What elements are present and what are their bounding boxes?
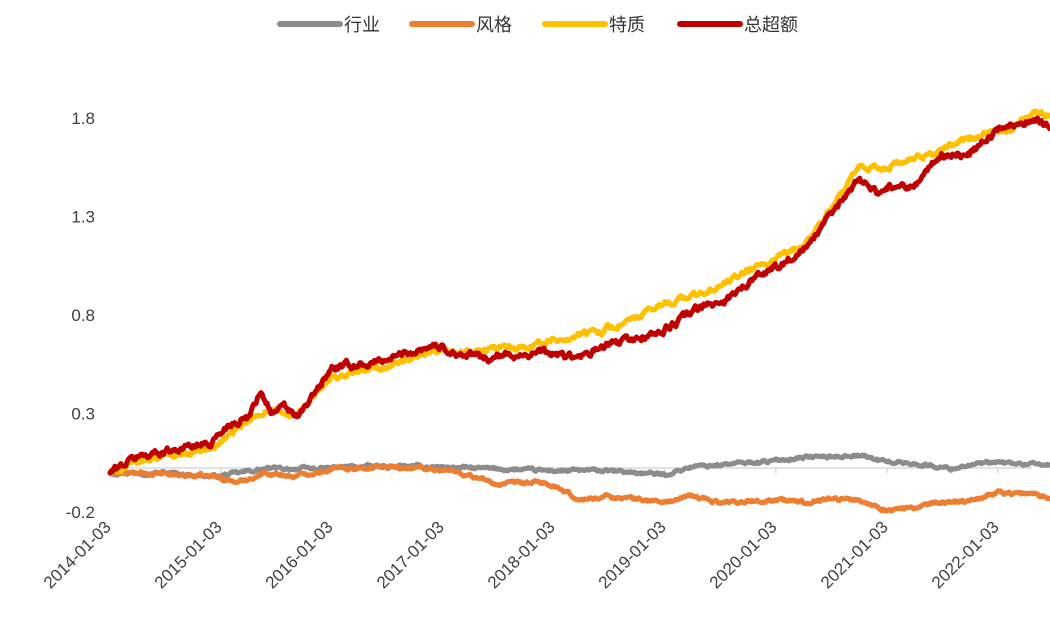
- y-tick-label: 0.3: [71, 405, 95, 424]
- series-line-2: [107, 108, 1050, 476]
- x-tick-label: 2014-01-03: [40, 517, 115, 592]
- x-tick-label: 2019-01-03: [595, 517, 670, 592]
- y-tick-label: 1.3: [71, 208, 95, 227]
- legend-label: 总超额: [744, 15, 798, 36]
- series-line-3: [107, 115, 1050, 476]
- legend-label: 特质: [609, 15, 645, 36]
- y-tick-label: -0.2: [66, 503, 95, 522]
- legend-label: 风格: [476, 15, 512, 36]
- x-tick-label: 2016-01-03: [262, 517, 337, 592]
- series-line-0: [107, 452, 1050, 481]
- legend-label: 行业: [344, 15, 380, 36]
- x-tick-label: 2017-01-03: [373, 517, 448, 592]
- series-line-1: [107, 462, 1050, 514]
- y-tick-label: 0.8: [71, 306, 95, 325]
- x-tick-label: 2018-01-03: [484, 517, 559, 592]
- series-layer: [107, 108, 1050, 514]
- x-tick-label: 2020-01-03: [706, 517, 781, 592]
- legend: 行业 风格 特质 总超额: [277, 15, 798, 36]
- x-tick-label: 2021-01-03: [817, 517, 892, 592]
- x-tick-label: 2022-01-03: [928, 517, 1003, 592]
- x-tick-label: 2015-01-03: [151, 517, 226, 592]
- y-tick-label: 1.8: [71, 109, 95, 128]
